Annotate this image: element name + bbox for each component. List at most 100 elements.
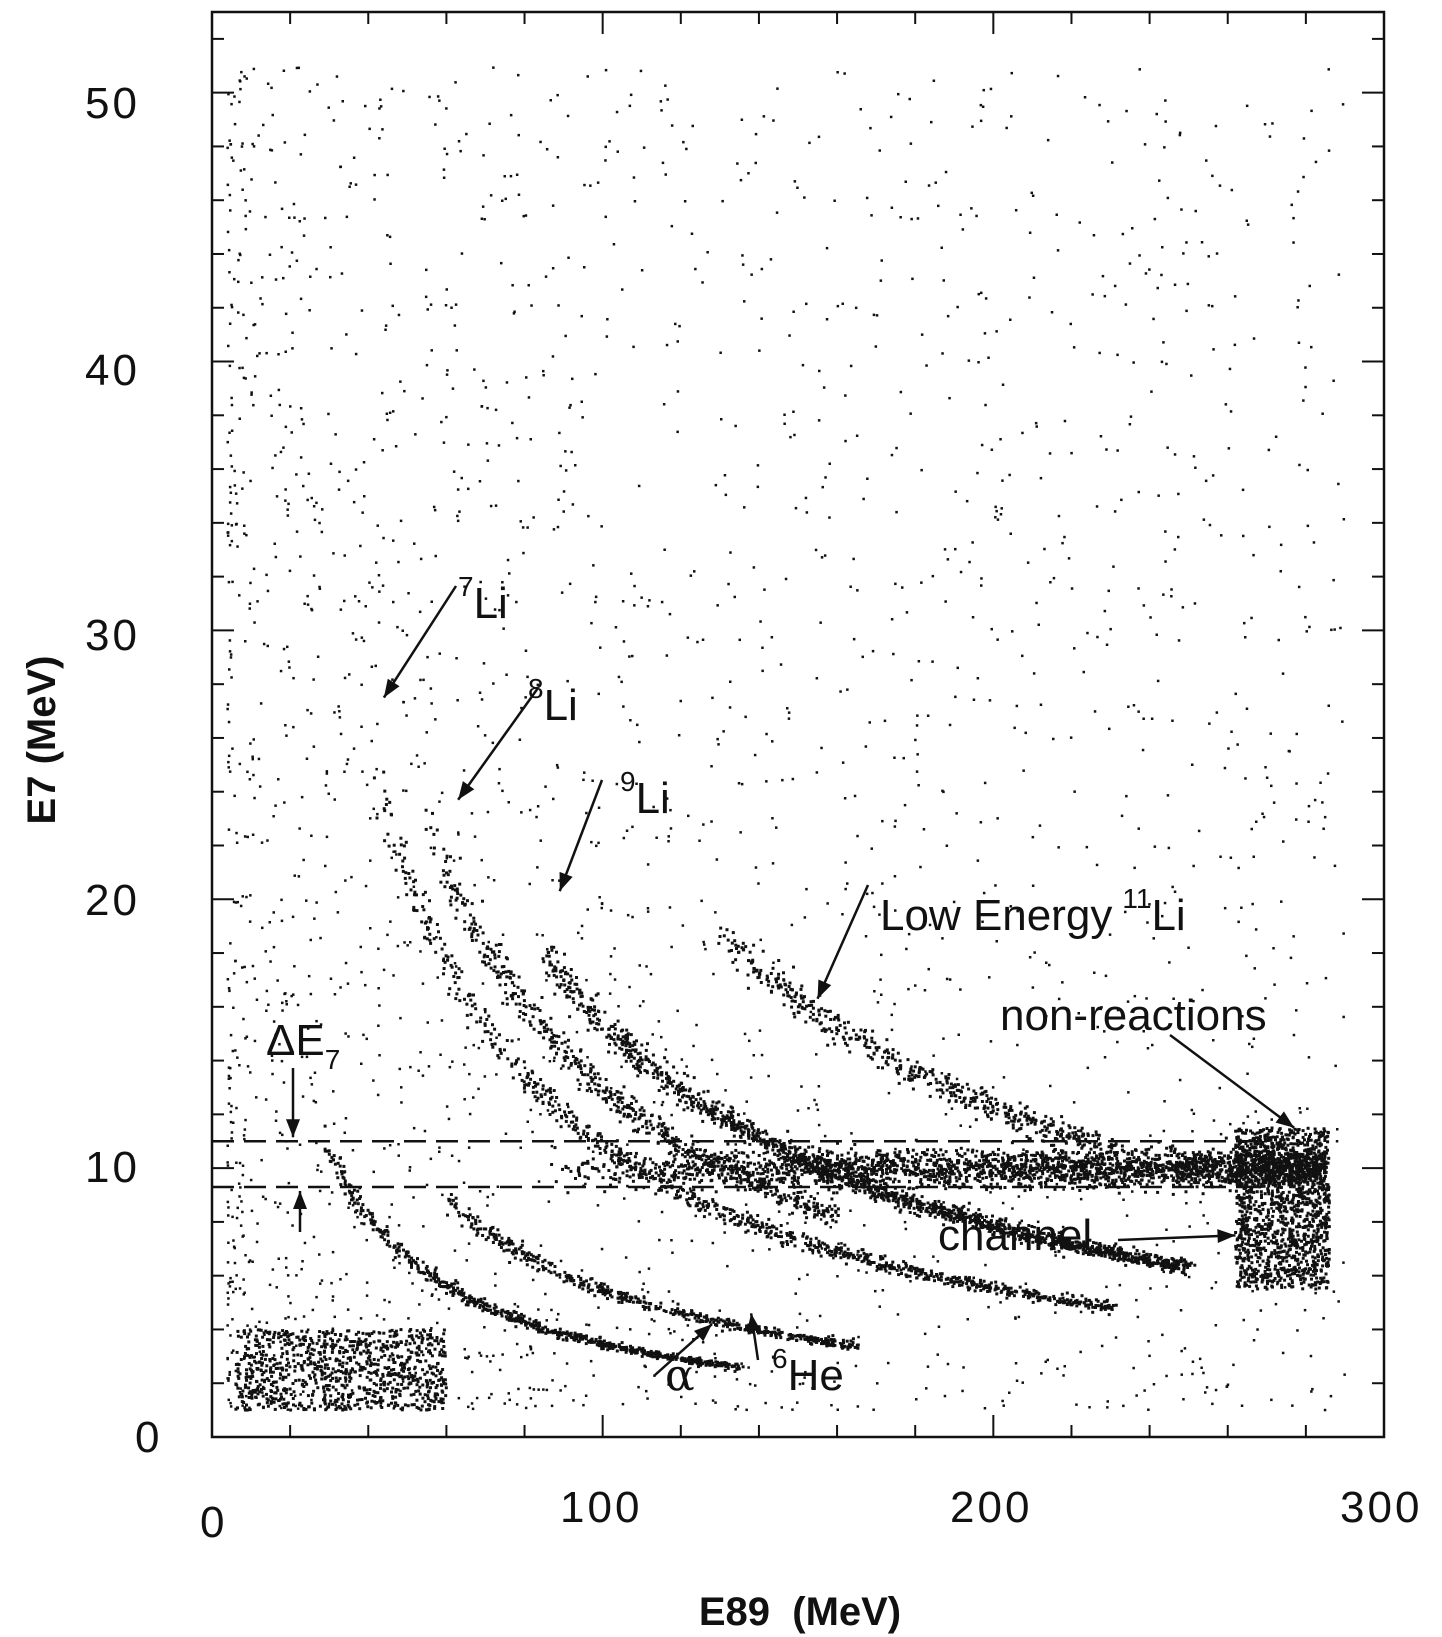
data-point (1107, 1303, 1111, 1307)
data-point (1063, 1166, 1067, 1170)
data-point (885, 1156, 889, 1160)
data-point (578, 1065, 582, 1069)
data-point (1032, 1111, 1036, 1115)
data-point (811, 1166, 815, 1170)
data-point (759, 981, 763, 984)
data-point (932, 1148, 936, 1152)
data-point (751, 1170, 755, 1174)
data-point (448, 899, 452, 903)
data-point (614, 1043, 618, 1047)
data-point (622, 1112, 626, 1116)
data-point (445, 854, 449, 858)
data-point (1089, 1147, 1093, 1151)
data-point (824, 1209, 827, 1213)
data-point (908, 1211, 912, 1214)
data-point (1084, 1169, 1088, 1173)
data-point (620, 1101, 624, 1104)
data-point (664, 1128, 668, 1132)
data-point (765, 1192, 769, 1195)
data-point (650, 1113, 654, 1117)
data-point (741, 1213, 745, 1217)
data-point (1188, 1157, 1192, 1160)
data-point (582, 1010, 586, 1013)
data-point (791, 1231, 794, 1235)
data-point (897, 1156, 901, 1160)
data-point (505, 1039, 509, 1042)
data-point (512, 973, 516, 977)
data-point (822, 1214, 826, 1218)
data-point (1052, 1294, 1056, 1298)
data-point (567, 1038, 570, 1042)
data-point (948, 1175, 952, 1179)
data-point (775, 1227, 779, 1231)
data-point (804, 1150, 808, 1154)
data-point (822, 1179, 826, 1183)
data-point (1009, 1232, 1013, 1236)
data-point (663, 1172, 667, 1176)
data-point (854, 1159, 858, 1163)
data-point (801, 1234, 805, 1238)
data-point (1000, 1177, 1004, 1180)
data-point (1131, 1260, 1135, 1264)
data-point (639, 1172, 643, 1176)
data-point (861, 1173, 865, 1177)
data-point (796, 1010, 800, 1014)
data-point (878, 1179, 882, 1183)
data-point (615, 1110, 619, 1114)
data-point (539, 1078, 543, 1081)
data-point (557, 1103, 561, 1107)
data-point (860, 1165, 864, 1169)
data-point (994, 1167, 998, 1171)
data-point (1112, 1254, 1116, 1258)
data-point (851, 1177, 855, 1181)
data-point (1009, 1105, 1013, 1109)
data-point (697, 1106, 701, 1110)
data-point (817, 1210, 821, 1214)
data-point (618, 1098, 622, 1102)
data-point (804, 1162, 807, 1166)
data-point (989, 1286, 993, 1290)
data-point (942, 1213, 946, 1216)
data-point (1068, 1244, 1072, 1248)
data-point (502, 971, 505, 974)
data-point (823, 1242, 827, 1246)
data-point (736, 1188, 740, 1192)
data-point (422, 908, 426, 912)
data-point (1171, 1192, 1175, 1196)
data-point (769, 1231, 773, 1235)
data-point (472, 916, 476, 920)
data-point (1265, 1178, 1269, 1182)
data-point (879, 1267, 883, 1271)
data-point (822, 1212, 826, 1216)
data-point (529, 1077, 533, 1081)
data-point (486, 1030, 490, 1034)
data-point (810, 1003, 814, 1007)
data-point (637, 1069, 641, 1073)
data-point (916, 1166, 920, 1170)
data-point (1251, 1182, 1255, 1186)
data-point (805, 1207, 809, 1211)
data-point (741, 947, 745, 951)
data-point (991, 1109, 995, 1113)
data-point (424, 827, 428, 831)
data-point (953, 1217, 957, 1220)
data-point (880, 1191, 884, 1195)
data-point (619, 1037, 623, 1041)
data-point (873, 1041, 877, 1045)
data-point (749, 961, 753, 965)
data-point (1122, 1259, 1126, 1263)
data-point (579, 1059, 583, 1063)
data-point (625, 1050, 628, 1054)
data-point (759, 1142, 763, 1146)
data-point (510, 1062, 514, 1066)
data-point (471, 930, 475, 934)
data-point (575, 1118, 579, 1122)
data-point (1122, 1150, 1126, 1154)
data-point (842, 1037, 846, 1041)
data-point (842, 1167, 846, 1171)
data-point (1084, 1297, 1088, 1301)
data-point (755, 1220, 759, 1224)
data-point (749, 1161, 753, 1165)
data-point (974, 1092, 978, 1095)
data-point (949, 1082, 953, 1086)
